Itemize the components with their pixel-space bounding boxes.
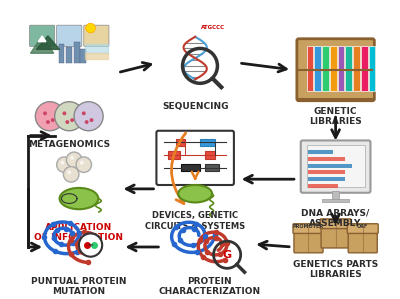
Bar [308, 177, 345, 181]
Bar [308, 150, 333, 154]
Circle shape [46, 120, 50, 124]
Bar [345, 46, 352, 91]
Circle shape [66, 152, 82, 167]
FancyBboxPatch shape [321, 225, 350, 248]
Bar [338, 46, 344, 91]
FancyBboxPatch shape [347, 224, 378, 234]
FancyBboxPatch shape [294, 230, 323, 253]
Circle shape [86, 23, 95, 33]
Bar [58, 44, 64, 63]
Ellipse shape [178, 185, 212, 202]
Bar [181, 164, 200, 171]
Polygon shape [36, 36, 60, 49]
Text: G: G [222, 250, 232, 260]
Circle shape [64, 167, 79, 182]
Bar [66, 48, 72, 63]
Text: APPLICATION
OF INFORMATION: APPLICATION OF INFORMATION [34, 223, 124, 242]
Text: GENETICS PARTS
LIBRARIES: GENETICS PARTS LIBRARIES [293, 260, 378, 279]
Bar [306, 145, 365, 187]
Bar [322, 199, 349, 202]
Circle shape [55, 102, 84, 131]
Bar [332, 191, 340, 199]
Circle shape [65, 120, 69, 124]
Bar [168, 151, 180, 159]
Circle shape [90, 118, 94, 122]
Circle shape [43, 112, 47, 115]
Bar [306, 46, 313, 91]
FancyBboxPatch shape [348, 230, 377, 253]
Bar [361, 46, 368, 91]
FancyBboxPatch shape [156, 131, 234, 185]
Bar [314, 46, 321, 91]
Circle shape [82, 112, 86, 115]
Bar [176, 138, 186, 146]
Circle shape [70, 156, 74, 160]
Polygon shape [85, 53, 108, 59]
Polygon shape [30, 36, 54, 53]
FancyBboxPatch shape [57, 25, 82, 46]
Circle shape [67, 170, 71, 174]
Text: DEVICES, GENETIC
CIRCUITS & SYSTEMS: DEVICES, GENETIC CIRCUITS & SYSTEMS [145, 211, 245, 231]
Bar [308, 184, 338, 188]
Circle shape [51, 118, 55, 122]
Circle shape [79, 234, 102, 257]
FancyBboxPatch shape [297, 39, 374, 101]
Circle shape [60, 161, 64, 165]
FancyBboxPatch shape [84, 25, 109, 46]
FancyBboxPatch shape [301, 141, 370, 193]
Text: ATGCCC: ATGCCC [200, 25, 225, 30]
Text: =: = [88, 242, 94, 248]
Ellipse shape [60, 188, 98, 209]
Text: PROMOTER: PROMOTER [293, 224, 324, 229]
Bar [205, 164, 219, 171]
FancyBboxPatch shape [30, 25, 55, 46]
Bar [368, 46, 375, 91]
Bar [330, 46, 336, 91]
Text: GENETIC
LIBRARIES: GENETIC LIBRARIES [309, 106, 362, 126]
Text: DNA ARRAYS/
ASSEMBLY: DNA ARRAYS/ ASSEMBLY [302, 208, 370, 228]
Bar [80, 49, 86, 63]
Circle shape [74, 102, 103, 131]
FancyBboxPatch shape [320, 219, 351, 229]
Circle shape [85, 120, 89, 124]
Text: METAGENOMICS: METAGENOMICS [28, 141, 110, 150]
Text: SEQUENCING: SEQUENCING [162, 102, 228, 111]
Text: ORF: ORF [357, 224, 368, 229]
Bar [200, 138, 214, 146]
Polygon shape [85, 44, 108, 53]
Text: RBS: RBS [330, 219, 341, 224]
Circle shape [57, 157, 72, 173]
FancyBboxPatch shape [293, 224, 324, 234]
Circle shape [80, 161, 84, 165]
Bar [308, 170, 345, 174]
Bar [353, 46, 360, 91]
Circle shape [62, 112, 66, 115]
Bar [308, 164, 352, 167]
Circle shape [70, 118, 74, 122]
Text: PUNTUAL PROTEIN
MUTATION: PUNTUAL PROTEIN MUTATION [31, 277, 127, 296]
Circle shape [76, 157, 92, 173]
Bar [74, 42, 80, 63]
Bar [205, 151, 214, 159]
Text: PROTEIN
CHARACTERIZATION: PROTEIN CHARACTERIZATION [159, 277, 261, 296]
Bar [322, 46, 329, 91]
Polygon shape [38, 36, 46, 42]
Circle shape [35, 102, 64, 131]
Bar [308, 157, 345, 161]
